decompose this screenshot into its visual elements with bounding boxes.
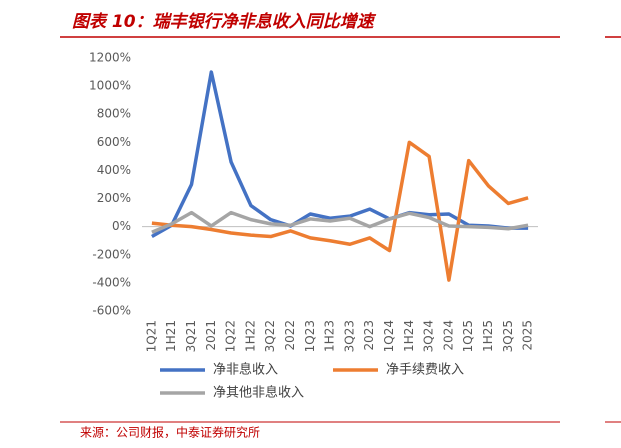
y-tick-label: 800% (97, 107, 131, 121)
x-tick-label: 2025 (521, 320, 535, 351)
x-tick-label: 1Q21 (144, 320, 158, 352)
x-tick-label: 3Q22 (263, 320, 277, 352)
y-tick-label: 200% (97, 191, 131, 205)
series-line (151, 70, 529, 239)
x-tick-label: 2021 (204, 320, 218, 351)
y-tick-label: -400% (92, 275, 131, 289)
y-tick-label: 0% (112, 219, 131, 233)
x-tick-label: 3Q23 (342, 320, 356, 352)
x-tick-label: 1H23 (323, 320, 337, 352)
y-tick-label: -600% (92, 304, 131, 318)
x-tick-label: 2023 (362, 320, 376, 351)
y-tick-label: 600% (97, 135, 131, 149)
series-line (151, 140, 529, 282)
source: 来源：公司财报，中泰证券研究所 (80, 425, 260, 440)
x-tick-label: 2022 (283, 320, 297, 351)
y-tick-label: 1000% (89, 79, 131, 93)
x-tick-label: 1Q22 (224, 320, 238, 352)
x-tick-label: 3Q21 (184, 320, 198, 352)
x-tick-label: 1Q24 (382, 320, 396, 352)
legend-label: 净手续费收入 (386, 363, 464, 378)
x-tick-label: 3Q25 (501, 320, 515, 352)
legend-label: 净非息收入 (213, 362, 278, 378)
x-tick-label: 2024 (441, 320, 455, 351)
x-tick-label: 3Q24 (422, 320, 436, 352)
x-tick-label: 1H25 (481, 320, 495, 352)
x-tick-label: 1H21 (164, 320, 178, 352)
chart-title: 图表 10：瑞丰银行净非息收入同比增速 (72, 12, 377, 32)
series-line (151, 210, 529, 234)
x-tick-label: 1Q25 (461, 320, 475, 352)
legend-label: 净其他非息收入 (213, 385, 304, 401)
x-tick-label: 1H22 (243, 320, 257, 352)
x-tick-label: 1Q23 (303, 320, 317, 352)
x-tick-label: 1H24 (402, 320, 416, 352)
y-tick-label: 400% (97, 163, 131, 177)
y-tick-label: -200% (92, 247, 131, 261)
y-tick-label: 1200% (89, 51, 131, 65)
